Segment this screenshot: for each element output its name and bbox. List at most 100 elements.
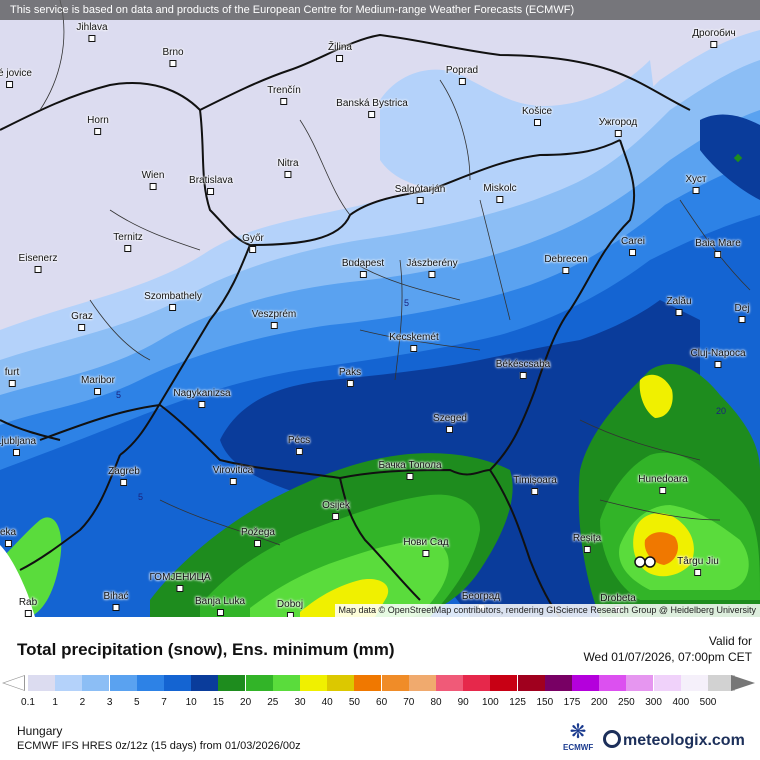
city-marker-icon xyxy=(124,245,132,252)
city-marker-icon xyxy=(533,119,541,126)
legend-tick: 150 xyxy=(536,697,554,708)
city-label: Jihlava xyxy=(76,22,108,42)
city-name: Nitra xyxy=(277,158,299,169)
city-label: Hunedoara xyxy=(638,474,688,494)
city-marker-icon xyxy=(34,266,42,273)
city-label: Rab xyxy=(19,597,37,617)
city-name: Salgótarján xyxy=(394,184,446,195)
ecmwf-logo-icon: ❋ xyxy=(569,721,587,743)
city-label: Požega xyxy=(241,527,275,547)
city-name: Békéscsaba xyxy=(495,359,551,370)
model-info: ECMWF IFS HRES 0z/12z (15 days) from 01/… xyxy=(17,740,301,752)
legend-tick: 100 xyxy=(482,697,499,708)
legend-swatch xyxy=(28,675,55,691)
city-label: Ljubljana xyxy=(0,436,36,456)
city-label: Cluj-Napoca xyxy=(690,348,746,368)
city-label: Pécs xyxy=(288,435,310,455)
city-label: Târgu Jiu xyxy=(677,556,719,576)
legend-tick-labels: 0.1 1 2 3 5 7 10 15 20 25 30 40 50 60 70 80 90 100 125 150 1… xyxy=(0,697,760,711)
city-label: Budapest xyxy=(342,258,384,278)
city-name: Osijek xyxy=(322,500,350,511)
precipitation-map[interactable]: 5 5 5 20 Jihlava Brno Žilina Poprad Дрогобич… xyxy=(0,0,760,617)
city-label: Kecskemét xyxy=(389,332,439,352)
city-marker-icon xyxy=(428,271,436,278)
city-marker-icon xyxy=(359,271,367,278)
city-label: Banja Luka xyxy=(195,596,245,616)
meteologix-logo[interactable]: meteologix.com xyxy=(603,730,745,750)
legend-tick: 200 xyxy=(590,697,608,708)
city-name: Jászberény xyxy=(406,258,458,269)
legend-swatch xyxy=(272,675,300,691)
field-10mm-ne xyxy=(700,114,760,200)
legend-swatch xyxy=(354,675,382,691)
city-label: Bratislava xyxy=(189,175,233,195)
legend-swatch xyxy=(55,675,83,691)
city-label: Poprad xyxy=(446,65,478,85)
city-marker-icon xyxy=(280,98,288,105)
city-label: Győr xyxy=(242,233,264,253)
city-marker-icon xyxy=(675,309,683,316)
city-label: Baia Mare xyxy=(695,238,741,258)
disclaimer-bar: This service is based on data and produc… xyxy=(0,0,760,20)
ecmwf-logo[interactable]: ❋ ECMWF xyxy=(563,721,593,757)
city-marker-icon xyxy=(8,380,16,387)
legend-swatch xyxy=(218,675,246,691)
city-marker-icon xyxy=(78,324,86,331)
city-label: Trenčín xyxy=(267,85,301,105)
city-label: Košice xyxy=(522,106,552,126)
legend-swatch xyxy=(653,675,681,691)
city-marker-icon xyxy=(659,487,667,494)
country-borders xyxy=(0,33,691,617)
city-name: Hunedoara xyxy=(638,474,688,485)
city-name: Veszprém xyxy=(251,309,297,320)
legend-tick: 1 xyxy=(52,697,58,708)
city-marker-icon xyxy=(458,78,466,85)
valid-date[interactable]: Wed 01/07/2026, 07:00pm CET xyxy=(583,650,752,664)
city-marker-icon xyxy=(496,196,504,203)
city-label: Ternitz xyxy=(113,232,143,252)
city-label: Nagykanizsa xyxy=(173,388,231,408)
city-marker-icon xyxy=(94,388,102,395)
city-marker-icon xyxy=(94,128,102,135)
city-label: Dej xyxy=(734,303,750,323)
legend-swatch xyxy=(164,675,191,691)
legend-swatch xyxy=(191,675,219,691)
city-name: Baia Mare xyxy=(695,238,741,249)
city-name: Košice xyxy=(521,106,553,117)
city-name: Nagykanizsa xyxy=(173,388,231,399)
legend-swatch xyxy=(381,675,409,691)
city-label: Debrecen xyxy=(544,254,588,274)
city-label: Хуст xyxy=(686,174,706,194)
city-label: Brno xyxy=(162,47,184,67)
field-1mm-north xyxy=(380,60,660,192)
city-marker-icon xyxy=(416,197,424,204)
city-label: Zagreb xyxy=(108,466,140,486)
city-marker-icon xyxy=(295,448,303,455)
city-name: Graz xyxy=(71,311,93,322)
legend-swatch xyxy=(327,675,355,691)
city-label: Bihać xyxy=(103,591,129,611)
city-label: Szombathely xyxy=(144,291,202,311)
city-marker-icon xyxy=(6,81,14,88)
city-label: Szeged xyxy=(433,413,467,433)
legend-tick: 300 xyxy=(645,697,662,708)
legend-tick: 90 xyxy=(457,697,469,708)
legend-tick: 50 xyxy=(348,697,360,708)
city-marker-icon xyxy=(169,304,177,311)
city-name: Szeged xyxy=(433,413,467,424)
city-name: Wien xyxy=(141,170,165,181)
legend-swatch xyxy=(300,675,327,691)
ecmwf-logo-text: ECMWF xyxy=(563,743,594,752)
valid-label: Valid for xyxy=(708,634,752,648)
legend-tick: 20 xyxy=(240,697,252,708)
map-title: Total precipitation (snow), Ens. minimum… xyxy=(17,640,395,659)
legend-swatch xyxy=(82,675,110,691)
legend-swatch xyxy=(490,675,518,691)
city-marker-icon xyxy=(249,246,257,253)
city-label: Timișoara xyxy=(513,475,557,495)
city-marker-icon xyxy=(406,473,414,480)
city-marker-icon xyxy=(519,372,527,379)
legend-tick: 25 xyxy=(267,697,279,708)
city-name: Eisenerz xyxy=(18,253,58,264)
city-label: Maribor xyxy=(81,375,115,395)
